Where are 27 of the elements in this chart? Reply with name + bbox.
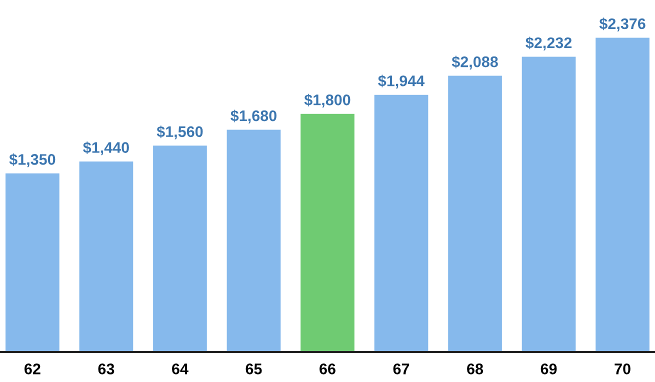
x-tick-label: 64 [172, 364, 188, 374]
x-tick-label: 66 [320, 364, 336, 374]
x-tick-label: 69 [540, 364, 557, 374]
bar [448, 76, 502, 352]
bar [79, 162, 134, 352]
bar [522, 56, 576, 352]
bar [6, 173, 60, 352]
data-label: $1,440 [83, 141, 129, 156]
data-label: $1,680 [230, 110, 276, 124]
data-label: $1,944 [378, 74, 425, 88]
x-tick-label: 67 [393, 364, 410, 374]
data-label: $2,088 [452, 56, 498, 70]
bar [226, 130, 281, 352]
data-label: $1,560 [156, 126, 203, 140]
x-tick-label: 70 [614, 364, 630, 374]
bar [153, 146, 207, 352]
x-tick-label: 65 [246, 364, 262, 374]
bar [596, 38, 650, 352]
bar [300, 114, 354, 352]
data-label: $2,232 [526, 36, 572, 50]
data-label: $1,350 [9, 153, 56, 168]
bar [374, 94, 428, 352]
x-tick-label: 63 [98, 364, 114, 374]
x-tick-label: 68 [467, 364, 484, 374]
data-label: $2,376 [599, 18, 646, 32]
x-tick-label: 62 [24, 364, 40, 374]
data-label: $1,800 [304, 94, 350, 108]
